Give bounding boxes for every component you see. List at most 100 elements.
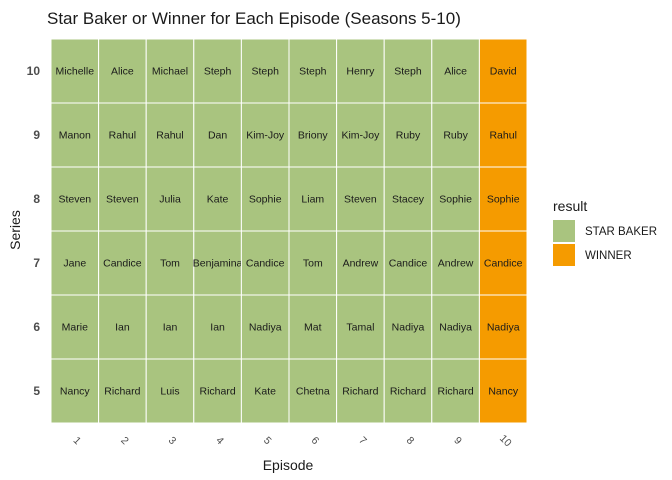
cell-label: Ian <box>115 322 130 334</box>
x-tick-label: 8 <box>404 435 417 448</box>
heatmap-cell <box>145 166 195 232</box>
cell-label: Steven <box>106 194 139 206</box>
heatmap-cell <box>478 294 528 360</box>
x-tick-label: 3 <box>166 435 179 448</box>
heatmap-cell <box>50 230 100 296</box>
heatmap-cell <box>383 38 433 104</box>
legend-swatch <box>553 244 575 266</box>
cell-label: Ruby <box>396 130 421 142</box>
heatmap-cell <box>431 358 480 424</box>
cell-label: Michelle <box>56 66 95 78</box>
heatmap-cell <box>98 102 147 168</box>
cell-label: Marie <box>62 322 88 334</box>
heatmap-cell <box>383 294 433 360</box>
cell-label: Kate <box>254 386 276 398</box>
cell-label: Alice <box>444 66 467 78</box>
heatmap-cell <box>288 294 338 360</box>
cell-label: Michael <box>152 66 188 78</box>
y-axis-ticks: 10 9 8 7 6 5 <box>27 64 41 398</box>
cell-label: Mat <box>304 322 322 334</box>
cell-label: Henry <box>346 66 375 78</box>
heatmap-cell <box>288 38 338 104</box>
heatmap-cell <box>431 102 480 168</box>
cell-label: Steph <box>204 66 232 78</box>
heatmap-cell <box>478 230 528 296</box>
cell-label: Steph <box>251 66 279 78</box>
cell-label: Tom <box>303 258 323 270</box>
heatmap-cell <box>336 230 385 296</box>
cell-label: Briony <box>298 130 329 142</box>
legend-label: WINNER <box>585 250 632 262</box>
cell-label: Sophie <box>487 194 520 206</box>
cell-label: Richard <box>200 386 236 398</box>
cell-label: Nadiya <box>249 322 282 334</box>
cell-label: Candice <box>246 258 285 270</box>
y-tick-label: 7 <box>33 256 40 270</box>
cell-label: Richard <box>390 386 426 398</box>
cell-label: Tamal <box>346 322 374 334</box>
heatmap-cell <box>336 166 385 232</box>
heatmap-cell <box>288 358 338 424</box>
heatmap-cell <box>193 102 242 168</box>
x-tick-label: 5 <box>261 435 274 448</box>
heatmap-cell <box>240 294 290 360</box>
cell-label: Rahul <box>156 130 183 142</box>
legend-label: STAR BAKER <box>585 226 657 238</box>
cell-label: Ian <box>210 322 225 334</box>
x-tick-label: 2 <box>118 435 131 448</box>
heatmap-cell <box>98 38 147 104</box>
x-tick-label: 1 <box>71 435 84 448</box>
cell-label: Rahul <box>489 130 516 142</box>
heatmap-cell <box>336 102 385 168</box>
y-tick-label: 8 <box>33 192 40 206</box>
y-tick-label: 9 <box>33 128 40 142</box>
x-tick-label: 10 <box>497 433 514 450</box>
heatmap-cell <box>383 102 433 168</box>
heatmap-cell <box>240 166 290 232</box>
cell-label: Steven <box>344 194 377 206</box>
cell-label: Richard <box>104 386 140 398</box>
heatmap-cell <box>193 358 242 424</box>
cell-label: Nancy <box>60 386 91 398</box>
heatmap-cell <box>145 38 195 104</box>
cell-label: Richard <box>438 386 474 398</box>
cell-label: Andrew <box>343 258 379 270</box>
cell-label: Ian <box>163 322 178 334</box>
cell-label: Kim-Joy <box>246 130 285 142</box>
heatmap-cell <box>98 294 147 360</box>
x-axis-ticks: 1 2 3 4 5 6 7 8 9 10 <box>71 433 514 450</box>
y-tick-label: 6 <box>33 320 40 334</box>
cell-label: Stacey <box>392 194 425 206</box>
heatmap-cell <box>478 166 528 232</box>
cell-label: Andrew <box>438 258 474 270</box>
cell-label: Nadiya <box>487 322 520 334</box>
cell-label: Jane <box>63 258 86 270</box>
cell-label: Sophie <box>249 194 282 206</box>
y-tick-label: 10 <box>27 64 41 78</box>
heatmap-cells: Michelle Alice Michael Steph Steph Steph Henry… <box>50 38 528 424</box>
cell-label: Candice <box>484 258 523 270</box>
cell-label: Kim-Joy <box>341 130 380 142</box>
cell-label: Chetna <box>296 386 330 398</box>
heatmap-cell <box>336 294 385 360</box>
cell-label: Tom <box>160 258 180 270</box>
cell-label: Luis <box>160 386 179 398</box>
heatmap-cell <box>478 38 528 104</box>
x-tick-label: 4 <box>213 435 226 448</box>
x-tick-label: 7 <box>356 435 369 448</box>
cell-label: Candice <box>103 258 142 270</box>
cell-label: Steph <box>299 66 327 78</box>
heatmap-cell <box>145 358 195 424</box>
heatmap-cell <box>98 166 147 232</box>
y-tick-label: 5 <box>33 384 40 398</box>
heatmap-cell <box>50 358 100 424</box>
x-axis-title: Episode <box>263 457 314 473</box>
cell-label: Julia <box>159 194 181 206</box>
heatmap-cell <box>336 358 385 424</box>
cell-label: Nancy <box>488 386 519 398</box>
cell-label: Liam <box>301 194 324 206</box>
cell-label: Manon <box>59 130 91 142</box>
legend-swatch <box>553 220 575 242</box>
heatmap-cell <box>288 230 338 296</box>
